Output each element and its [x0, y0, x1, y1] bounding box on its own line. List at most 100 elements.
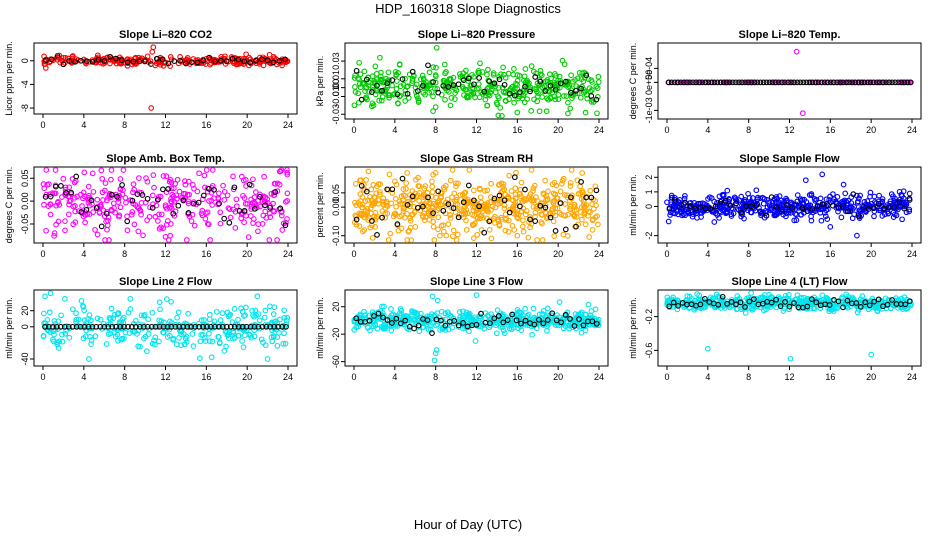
- data-point: [435, 226, 441, 233]
- data-point: [58, 312, 64, 319]
- data-point: [217, 209, 224, 216]
- data-point: [208, 354, 215, 361]
- data-point: [794, 192, 801, 198]
- data-point: [402, 98, 409, 104]
- data-point: [47, 201, 54, 207]
- data-point: [352, 199, 358, 206]
- data-point: [672, 210, 678, 217]
- reference-point: [277, 205, 284, 212]
- data-point: [99, 175, 106, 182]
- reference-point: [699, 79, 706, 86]
- data-point: [352, 180, 359, 187]
- data-point: [581, 211, 588, 218]
- data-point: [266, 210, 273, 217]
- data-point: [369, 103, 375, 110]
- data-point: [110, 200, 117, 207]
- data-point: [901, 200, 908, 207]
- data-point: [682, 193, 688, 199]
- data-point: [581, 201, 587, 207]
- y-axis-label: percent per min.: [315, 172, 325, 237]
- data-point: [577, 190, 584, 197]
- reference-point: [435, 89, 442, 96]
- data-point: [233, 61, 240, 68]
- data-point: [365, 168, 372, 175]
- data-point: [711, 209, 717, 215]
- data-point: [152, 334, 159, 341]
- data-point: [284, 190, 291, 197]
- y-tick-label: 20: [331, 302, 341, 312]
- reference-point: [218, 57, 224, 64]
- data-point: [59, 331, 65, 338]
- reference-point: [93, 205, 100, 211]
- x-tick-label: 12: [160, 249, 170, 259]
- reference-point: [124, 59, 131, 66]
- reference-point: [824, 79, 831, 86]
- reference-point: [465, 75, 472, 82]
- data-point: [588, 308, 595, 314]
- data-point: [395, 227, 402, 234]
- data-point: [278, 208, 285, 215]
- panel-9: Slope Line 4 (LT) Flow 0 4 8 12 16 20 24 -0.6 -0.…: [628, 276, 922, 382]
- data-point: [450, 233, 456, 240]
- data-point: [361, 214, 367, 220]
- data-point: [217, 220, 224, 227]
- reference-point: [733, 200, 739, 207]
- data-point: [42, 65, 49, 71]
- reference-point: [815, 79, 822, 86]
- reference-point: [671, 196, 678, 203]
- reference-point: [501, 81, 508, 88]
- data-point: [505, 193, 512, 200]
- data-point: [371, 194, 377, 201]
- data-point: [373, 215, 380, 221]
- data-point: [502, 227, 509, 234]
- y-tick-label: 0.05: [331, 184, 341, 202]
- data-point: [477, 194, 484, 201]
- data-point: [380, 198, 387, 205]
- y-tick-label: -40: [20, 352, 30, 365]
- data-point: [235, 316, 241, 323]
- data-point: [205, 221, 212, 228]
- data-point: [248, 206, 255, 212]
- y-axis-label: ml/min per min.: [315, 297, 325, 359]
- data-point: [127, 295, 134, 302]
- data-point: [227, 214, 234, 221]
- data-point: [751, 202, 757, 208]
- data-point: [274, 342, 281, 349]
- x-tick-label: 24: [907, 125, 917, 135]
- reference-point: [745, 79, 752, 86]
- reference-point: [130, 58, 137, 65]
- data-point: [419, 212, 426, 219]
- data-point: [149, 309, 156, 316]
- outlier-point: [86, 356, 92, 362]
- data-point: [434, 207, 441, 213]
- data-point: [432, 72, 439, 78]
- outlier-point: [514, 109, 521, 116]
- data-point: [147, 204, 153, 211]
- x-tick-label: 16: [201, 372, 211, 382]
- reference-point: [272, 189, 279, 195]
- data-point: [484, 206, 490, 213]
- data-point: [149, 192, 156, 199]
- reference-point: [165, 186, 171, 192]
- x-tick-label: 12: [784, 125, 794, 135]
- reference-point: [891, 204, 897, 211]
- data-point: [104, 226, 110, 233]
- data-point: [546, 88, 553, 94]
- data-point: [394, 100, 401, 106]
- data-point: [573, 214, 580, 220]
- data-point: [81, 169, 88, 176]
- reference-point: [562, 226, 569, 233]
- x-tick-label: 20: [242, 249, 252, 259]
- data-point: [577, 94, 584, 101]
- data-point: [547, 95, 554, 102]
- data-point: [86, 202, 93, 209]
- data-point: [457, 74, 464, 80]
- data-point: [262, 307, 269, 314]
- data-point: [106, 237, 112, 243]
- data-point: [163, 296, 170, 302]
- data-point: [256, 61, 263, 67]
- data-point: [515, 211, 522, 218]
- data-point: [393, 203, 399, 210]
- reference-point: [171, 58, 178, 64]
- data-point: [72, 219, 79, 225]
